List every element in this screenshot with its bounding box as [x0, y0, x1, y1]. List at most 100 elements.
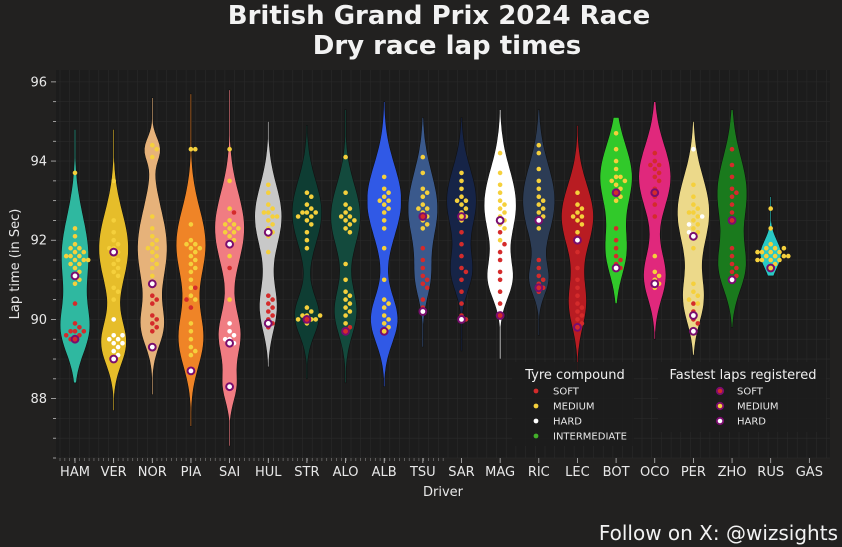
- lap-point-mag: [497, 150, 503, 156]
- lap-point-ric: [536, 186, 542, 192]
- fastest-lap-marker-bot: [611, 263, 621, 273]
- lap-point-zho: [729, 146, 735, 152]
- lap-point-rus: [772, 253, 778, 259]
- lap-point-ver: [111, 218, 116, 223]
- lap-point-tsu: [420, 226, 426, 231]
- lap-point-pia: [193, 285, 198, 291]
- lap-point-per: [691, 146, 696, 152]
- x-tick-label-sar: SAR: [448, 465, 474, 480]
- lap-point-ver: [111, 333, 116, 338]
- lap-point-mag: [497, 249, 503, 255]
- lap-point-rus: [755, 249, 760, 255]
- fastest-lap-marker-pia: [186, 366, 196, 376]
- lap-point-lec: [575, 265, 580, 271]
- lap-point-str: [295, 317, 301, 322]
- lap-point-tsu: [424, 190, 430, 195]
- lap-point-alb: [381, 226, 387, 231]
- lap-point-nor: [154, 317, 159, 322]
- lap-point-alo: [347, 230, 353, 235]
- lap-point-lec: [575, 202, 580, 207]
- fastest-lap-marker-lec: [573, 322, 582, 332]
- lap-point-hul: [266, 210, 271, 215]
- x-tick-label-pia: PIA: [181, 465, 202, 480]
- lap-point-ham: [85, 257, 91, 263]
- lap-point-tsu: [420, 170, 426, 176]
- lap-point-ham: [68, 329, 73, 334]
- violin-str: [291, 125, 323, 380]
- lap-point-str: [304, 190, 310, 195]
- lap-point-sar: [459, 230, 464, 235]
- lap-point-bot: [613, 174, 619, 180]
- lap-point-nor: [150, 142, 155, 148]
- x-tick-label-hul: HUL: [255, 465, 282, 480]
- lap-point-bot: [613, 245, 619, 251]
- lap-point-alb: [381, 245, 387, 251]
- lap-point-alb: [381, 202, 387, 207]
- lap-point-per: [695, 293, 701, 299]
- fastest-lap-marker-sai: [225, 338, 235, 348]
- lap-point-pia: [193, 249, 198, 255]
- lap-point-rus: [768, 226, 773, 231]
- lap-point-per: [686, 297, 692, 302]
- lap-point-sai: [227, 234, 232, 239]
- legend-compound-marker-intermediate: [533, 433, 539, 439]
- lap-point-oco: [652, 253, 658, 259]
- lap-point-alb: [386, 190, 391, 195]
- lap-point-mag: [497, 269, 503, 275]
- lap-point-mag: [497, 301, 503, 306]
- lap-point-sai: [227, 218, 232, 223]
- fastest-lap-marker-zho: [727, 275, 737, 285]
- x-tick-label-bot: BOT: [603, 465, 630, 480]
- fastest-lap-marker-rus: [766, 263, 776, 273]
- lap-point-rus: [768, 241, 773, 247]
- lap-point-str: [295, 214, 301, 219]
- lap-point-zho: [729, 261, 735, 267]
- x-tick-label-nor: NOR: [138, 465, 167, 480]
- lap-point-alb: [381, 218, 387, 223]
- lap-point-rus: [764, 253, 769, 259]
- violins: [59, 89, 782, 447]
- lap-point-sar: [459, 277, 464, 283]
- legend-compound-marker-hard: [533, 418, 539, 424]
- lap-point-pia: [188, 285, 194, 291]
- legend-fastest-box: [658, 362, 826, 432]
- lap-point-alo: [343, 261, 348, 267]
- lap-point-ver: [111, 297, 116, 302]
- lap-point-rus: [768, 249, 773, 255]
- lap-point-sar: [463, 198, 469, 203]
- lap-point-mag: [497, 257, 503, 263]
- lap-point-per: [695, 222, 701, 227]
- lap-point-bot: [613, 158, 619, 164]
- lap-point-hul: [266, 182, 271, 188]
- lap-point-hul: [266, 293, 271, 299]
- lap-point-ric: [540, 206, 546, 211]
- lap-point-lec: [575, 210, 580, 215]
- lap-point-zho: [734, 190, 739, 195]
- lap-point-hul: [274, 214, 280, 219]
- lap-point-pia: [188, 269, 194, 275]
- lap-point-per: [691, 289, 696, 295]
- fastest-lap-marker-hul: [263, 227, 273, 237]
- lap-point-sar: [459, 301, 464, 306]
- legend-compound: Tyre compound SOFT MEDIUM HARD INTERMEDIATE: [512, 362, 634, 446]
- footer-credit: Follow on X: @wizsights: [599, 521, 838, 545]
- lap-point-ham: [72, 329, 78, 334]
- lap-point-alo: [352, 218, 357, 223]
- lap-point-hul: [266, 301, 271, 306]
- lap-point-rus: [764, 245, 769, 251]
- lap-point-mag: [497, 289, 503, 295]
- fastest-lap-marker-ham: [70, 271, 80, 281]
- lap-point-rus: [759, 257, 765, 263]
- x-tick-label-rus: RUS: [757, 465, 784, 480]
- lap-point-str: [317, 313, 323, 318]
- lap-point-alo: [343, 190, 348, 195]
- lap-point-str: [309, 214, 314, 219]
- lap-point-lec: [579, 305, 585, 310]
- lap-point-lec: [575, 249, 580, 255]
- lap-point-nor: [145, 245, 151, 251]
- lap-point-str: [304, 202, 310, 207]
- lap-point-zho: [729, 162, 735, 168]
- fastest-lap-marker-mag: [495, 216, 505, 225]
- lap-point-per: [695, 206, 701, 211]
- lap-point-rus: [786, 253, 791, 259]
